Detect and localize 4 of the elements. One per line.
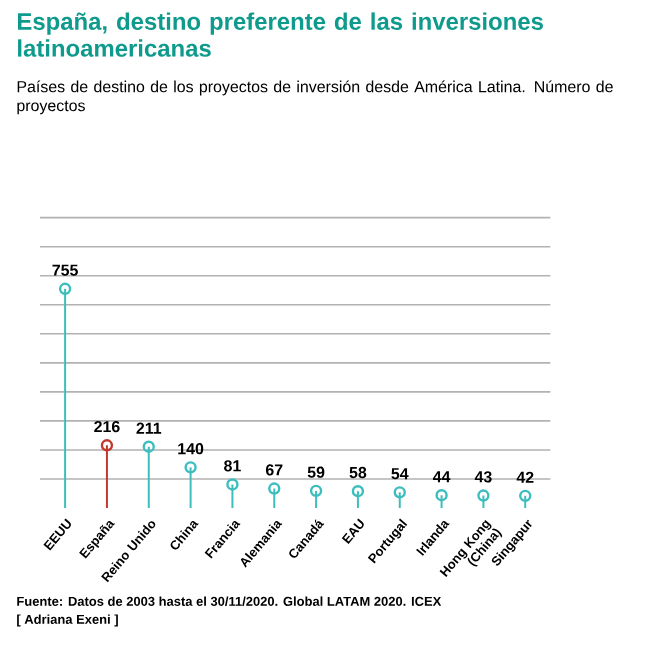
point [519, 489, 532, 502]
chart-title: España, destino preferente de las inversiones latinoamericanas [17, 12, 543, 57]
point [435, 489, 448, 502]
point [477, 489, 490, 502]
